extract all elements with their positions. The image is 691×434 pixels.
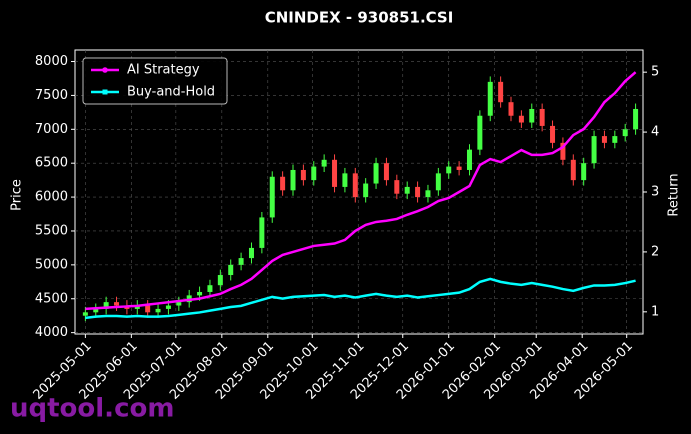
candle-body (82, 312, 88, 316)
y2-tick-label: 4 (651, 125, 659, 140)
candle-body (280, 176, 286, 191)
candle-body (145, 305, 151, 313)
y2-axis-label: Return (667, 173, 682, 216)
candle-body (259, 217, 265, 248)
y-tick-label: 4000 (35, 325, 68, 340)
candle-body (415, 186, 421, 198)
candle-body (197, 291, 203, 296)
y-tick-label: 6500 (35, 156, 68, 171)
y-tick-label: 4500 (35, 291, 68, 306)
candle-body (487, 81, 493, 116)
y-tick-label: 5500 (35, 223, 68, 238)
return-line (85, 71, 637, 311)
y-tick-label: 7000 (35, 122, 68, 137)
candle-body (601, 136, 607, 143)
candle-body (248, 247, 254, 259)
candle-body (300, 169, 306, 181)
candle-body (114, 302, 120, 306)
candle-body (383, 163, 389, 181)
candle-body (290, 169, 296, 191)
candle-body (342, 173, 348, 187)
y2-tick-label: 1 (651, 304, 659, 319)
candle-body (581, 163, 587, 181)
legend-label: AI Strategy (127, 63, 200, 78)
candle-body (539, 108, 545, 126)
candle-body (332, 159, 338, 187)
candle-body (228, 264, 234, 276)
candle-body (238, 258, 244, 265)
candle-body (207, 285, 213, 292)
candle-body (311, 166, 317, 181)
candle-body (404, 186, 410, 194)
candle-body (446, 166, 452, 174)
legend-label: Buy-and-Hold (127, 85, 215, 100)
candle-body (498, 81, 504, 103)
legend-marker (102, 67, 108, 73)
candle-body (466, 149, 472, 170)
candle-body (633, 108, 639, 130)
candle-body (176, 302, 182, 306)
candle-body (550, 125, 556, 143)
candle-body (165, 305, 171, 309)
candle-body (394, 180, 400, 194)
chart-title: CNINDEX - 930851.CSI (265, 9, 454, 27)
y-tick-label: 7500 (35, 88, 68, 103)
candle-body (269, 176, 275, 218)
candle-body (570, 159, 576, 181)
candle-body (591, 136, 597, 164)
y2-tick-label: 3 (651, 185, 659, 200)
candle-body (477, 115, 483, 150)
y-tick-label: 6000 (35, 190, 68, 205)
candle-body (560, 142, 566, 160)
return-line (85, 277, 636, 320)
candle-body (93, 308, 99, 313)
y2-tick-label: 2 (651, 244, 659, 259)
candle-body (435, 173, 441, 191)
candle-body (352, 173, 358, 198)
y-axis-label: Price (10, 179, 25, 211)
candle-body (529, 108, 535, 123)
y2-tick-label: 5 (651, 65, 659, 80)
watermark: uqtool.com (10, 394, 174, 424)
candle-body (217, 275, 223, 286)
candle-body (103, 302, 109, 309)
candle-body (134, 305, 140, 309)
candle-body (373, 163, 379, 184)
candle-body (321, 159, 327, 167)
candle-body (425, 190, 431, 198)
y-tick-label: 8000 (35, 54, 68, 69)
legend-marker (102, 89, 108, 95)
candle-body (612, 136, 618, 143)
candle-body (508, 102, 514, 116)
candle-body (363, 183, 369, 198)
candle-body (155, 308, 161, 313)
y-tick-label: 5000 (35, 257, 68, 272)
candle-body (518, 115, 524, 123)
candle-body (622, 129, 628, 137)
candle-body (456, 166, 462, 170)
